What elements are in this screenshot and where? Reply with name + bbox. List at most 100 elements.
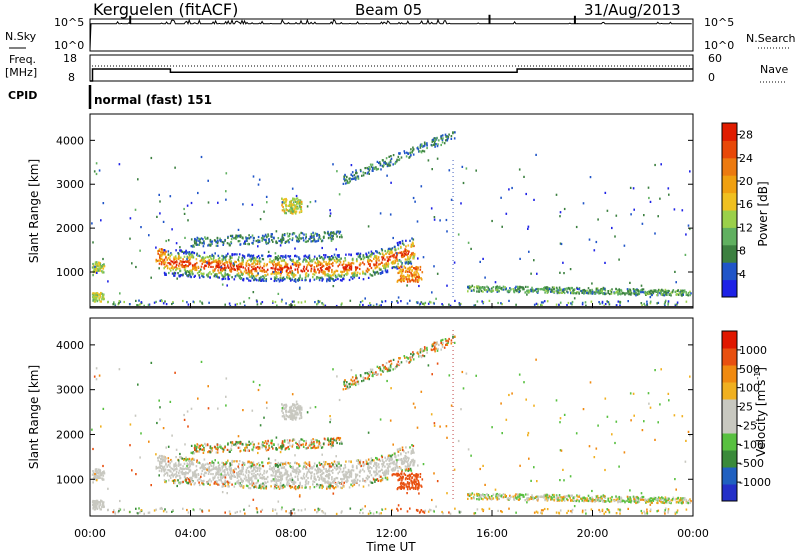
power-cell bbox=[600, 290, 602, 293]
velocity-cell bbox=[397, 469, 399, 472]
power-cell bbox=[305, 255, 308, 258]
power-cell bbox=[274, 257, 277, 260]
power-cell bbox=[165, 239, 167, 243]
power-cell bbox=[158, 259, 160, 262]
power-cell bbox=[573, 291, 575, 294]
velocity-cell bbox=[369, 480, 371, 483]
power-cell bbox=[382, 159, 384, 162]
power-cell bbox=[305, 275, 307, 278]
power-cell bbox=[202, 238, 204, 241]
power-cell bbox=[476, 285, 478, 288]
power-cell bbox=[163, 253, 165, 256]
power-cell bbox=[102, 267, 105, 270]
power-cell bbox=[280, 238, 282, 241]
power-cell bbox=[525, 285, 527, 288]
power-cell bbox=[183, 212, 186, 215]
power-cell bbox=[431, 168, 433, 171]
power-cell bbox=[300, 200, 303, 203]
velocity-cell bbox=[326, 470, 328, 473]
power-cell bbox=[397, 301, 399, 304]
velocity-cell bbox=[360, 464, 363, 467]
power-cell bbox=[281, 268, 283, 271]
velocity-cell bbox=[266, 480, 269, 483]
power-cell bbox=[647, 186, 650, 189]
velocity-cell bbox=[253, 483, 256, 486]
velocity-cell bbox=[200, 466, 203, 469]
velocity-cell bbox=[359, 471, 361, 474]
velocity-cell bbox=[363, 470, 366, 473]
power-cell bbox=[251, 241, 253, 245]
power-cell bbox=[617, 290, 619, 293]
power-cell bbox=[294, 200, 297, 203]
power-cell bbox=[223, 262, 226, 265]
power-cell bbox=[343, 178, 345, 181]
power-cell bbox=[297, 278, 299, 282]
power-cell bbox=[391, 262, 394, 265]
power-cell bbox=[200, 272, 202, 275]
power-cell bbox=[378, 304, 381, 307]
velocity-cell bbox=[250, 476, 253, 479]
power-cell bbox=[406, 284, 408, 287]
power-cell bbox=[278, 280, 281, 283]
velocity-cell bbox=[275, 478, 278, 481]
power-cell bbox=[630, 292, 632, 295]
power-cell bbox=[294, 198, 296, 201]
power-cell bbox=[401, 262, 403, 265]
velocity-cell bbox=[210, 472, 212, 476]
power-cell bbox=[192, 300, 195, 303]
velocity-cell bbox=[327, 482, 330, 485]
power-cell bbox=[352, 177, 354, 180]
power-cell bbox=[140, 226, 142, 229]
velocity-cell bbox=[230, 444, 233, 447]
velocity-cell bbox=[199, 467, 202, 470]
power-cell bbox=[518, 286, 520, 289]
power-cell bbox=[329, 279, 331, 282]
power-cell bbox=[307, 255, 310, 258]
power-cell bbox=[324, 270, 326, 274]
power-cell bbox=[230, 262, 232, 265]
power-cell bbox=[98, 263, 101, 266]
power-cell bbox=[294, 280, 297, 283]
power-cell bbox=[441, 138, 444, 141]
power-cell bbox=[441, 303, 443, 306]
power-cell bbox=[369, 167, 371, 170]
power-cell bbox=[245, 239, 248, 242]
velocity-cell bbox=[293, 482, 295, 485]
velocity-cell bbox=[350, 379, 353, 382]
power-cell bbox=[377, 256, 380, 259]
power-cell bbox=[597, 218, 599, 221]
power-cell bbox=[201, 242, 203, 245]
power-cell bbox=[405, 251, 407, 254]
velocity-cell bbox=[185, 467, 187, 470]
velocity-cell bbox=[190, 451, 193, 454]
power-cell bbox=[681, 209, 684, 212]
power-cell bbox=[444, 133, 447, 136]
power-cell bbox=[316, 257, 318, 260]
velocity-cell bbox=[370, 467, 373, 470]
power-cell bbox=[283, 234, 286, 237]
power-cell bbox=[99, 300, 102, 303]
power-cell bbox=[633, 290, 635, 293]
velocity-cell bbox=[347, 471, 349, 474]
power-cell bbox=[205, 260, 207, 264]
power-cell bbox=[573, 288, 576, 291]
power-cell bbox=[343, 267, 345, 270]
power-cell bbox=[249, 255, 251, 258]
power-cell bbox=[271, 233, 273, 236]
power-cell bbox=[257, 183, 260, 186]
power-cell bbox=[179, 259, 182, 263]
power-cell bbox=[223, 266, 226, 270]
power-cell bbox=[281, 277, 284, 280]
velocity-cell bbox=[285, 477, 288, 480]
velocity-cell bbox=[235, 468, 237, 471]
power-cell bbox=[173, 266, 176, 269]
power-cell bbox=[240, 265, 242, 268]
velocity-cell bbox=[291, 445, 294, 448]
power-cell bbox=[294, 274, 297, 277]
power-cell bbox=[602, 288, 604, 291]
power-cell bbox=[433, 143, 436, 146]
velocity-cell bbox=[297, 486, 299, 489]
power-cell bbox=[164, 300, 166, 303]
power-cell bbox=[571, 303, 573, 306]
power-cell bbox=[288, 241, 290, 244]
